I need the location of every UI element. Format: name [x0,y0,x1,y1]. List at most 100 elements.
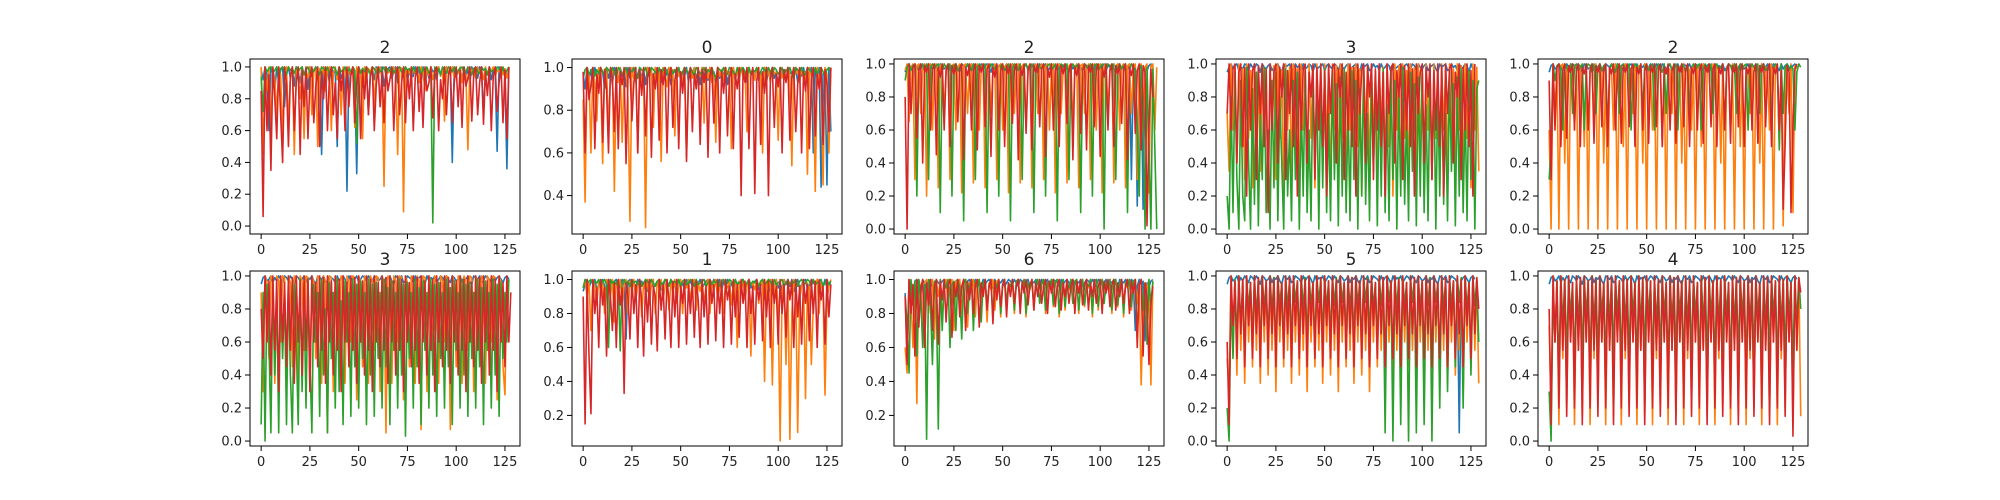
series-group [582,66,832,229]
series-line-4 [1226,63,1476,214]
x-tick-label: 75 [1043,455,1060,470]
panel-title: 0 [702,38,713,58]
x-tick-label: 25 [1268,455,1285,470]
y-tick-label: 0.0 [1187,435,1208,450]
y-tick-label: 0.8 [1509,302,1530,317]
y-tick-label: 1.0 [865,273,886,288]
x-tick-label: 50 [1638,243,1655,258]
x-tick-label: 75 [399,243,416,258]
y-tick-label: 0.4 [1509,369,1530,384]
x-tick-label: 0 [901,455,909,470]
y-tick-label: 0.8 [1509,90,1530,105]
y-tick-label: 0.6 [865,123,886,138]
x-tick-label: 0 [1545,455,1553,470]
axes-frame [249,58,521,235]
chart-panel: 0 25 50 75 100 125 0.0 0.2 0.4 0.6 0.8 1.0 5 [1187,250,1487,470]
panel-title: 6 [1024,250,1035,270]
x-tick-label: 25 [302,243,319,258]
y-tick-label: 0.4 [865,375,886,390]
y-tick-label: 0.6 [1187,123,1208,138]
chart-panel: 0 25 50 75 100 125 0.0 0.2 0.4 0.6 0.8 1.0 2 [1509,38,1809,258]
series-group [1226,275,1480,442]
x-tick-label: 50 [1638,455,1655,470]
x-tick-label: 25 [1590,243,1607,258]
y-tick-label: 0.8 [1187,302,1208,317]
series-line-4 [1226,275,1480,426]
x-tick-label: 50 [672,243,689,258]
axes-frame [1215,270,1487,447]
y-tick-label: 0.0 [1187,223,1208,238]
chart-panel: 0 25 50 75 100 125 0.2 0.4 0.6 0.8 1.0 6 [865,250,1165,470]
x-tick-label: 100 [1732,455,1757,470]
series-line-4 [582,278,832,425]
y-tick-label: 1.0 [221,60,242,75]
y-tick-label: 0.6 [543,146,564,161]
y-tick-label: 0.2 [1509,190,1530,205]
series-line-3 [904,278,1154,441]
series-line-3 [582,278,832,352]
series-line-4 [260,66,510,218]
x-tick-label: 100 [766,243,791,258]
x-tick-label: 125 [493,243,518,258]
axes-frame [571,58,843,235]
series-group [904,63,1158,230]
y-tick-label: 0.0 [1509,223,1530,238]
series-line-2 [582,278,832,442]
y-tick-label: 0.0 [221,220,242,235]
y-tick-label: 0.4 [543,375,564,390]
x-tick-label: 75 [1687,243,1704,258]
axes-frame [249,270,521,447]
x-tick-label: 25 [1590,455,1607,470]
series-line-4 [582,66,832,197]
y-tick-label: 0.2 [543,409,564,424]
x-tick-label: 50 [350,243,367,258]
x-tick-label: 25 [302,455,319,470]
y-tick-label: 0.6 [1187,335,1208,350]
y-tick-label: 1.0 [543,61,564,76]
y-tick-label: 0.4 [865,157,886,172]
x-tick-label: 100 [1410,243,1435,258]
x-tick-label: 75 [721,243,738,258]
y-tick-label: 0.2 [1509,402,1530,417]
axes-frame [1215,58,1487,235]
panel-title: 2 [380,38,391,58]
x-tick-label: 100 [1088,243,1113,258]
panel-title: 4 [1668,250,1679,270]
y-tick-label: 0.4 [221,156,242,171]
x-tick-label: 125 [1459,455,1484,470]
axes-frame [1537,58,1809,235]
x-tick-label: 100 [1732,243,1757,258]
chart-panel: 0 25 50 75 100 125 0.0 0.2 0.4 0.6 0.8 1.0 3 [1187,38,1487,258]
chart-panel: 0 25 50 75 100 125 0.0 0.2 0.4 0.6 0.8 1.0 2 [221,38,521,258]
chart-panel: 0 25 50 75 100 125 0.0 0.2 0.4 0.6 0.8 1.0 3 [221,250,521,470]
series-line-4 [904,278,1154,366]
y-tick-label: 0.8 [543,104,564,119]
y-tick-label: 0.6 [221,335,242,350]
series-group [260,66,510,224]
y-tick-label: 0.4 [543,189,564,204]
x-tick-label: 125 [493,455,518,470]
x-tick-label: 0 [257,455,265,470]
y-tick-label: 0.6 [1509,123,1530,138]
y-tick-label: 0.2 [1187,190,1208,205]
y-tick-label: 0.4 [221,369,242,384]
x-tick-label: 75 [1365,455,1382,470]
chart-panel: 0 25 50 75 100 125 0.0 0.2 0.4 0.6 0.8 1.0 2 [865,38,1165,258]
y-tick-label: 0.8 [221,92,242,107]
x-tick-label: 100 [444,455,469,470]
y-tick-label: 0.4 [1509,157,1530,172]
x-tick-label: 0 [579,243,587,258]
x-tick-label: 100 [766,455,791,470]
series-group [1226,63,1480,230]
y-tick-label: 0.8 [543,307,564,322]
panel-title: 5 [1346,250,1357,270]
y-tick-label: 1.0 [543,273,564,288]
series-group [260,275,512,442]
x-tick-label: 50 [350,455,367,470]
x-tick-label: 0 [579,455,587,470]
x-tick-label: 100 [1410,455,1435,470]
y-tick-label: 0.8 [221,302,242,317]
y-tick-label: 1.0 [221,269,242,284]
x-tick-label: 25 [1268,243,1285,258]
